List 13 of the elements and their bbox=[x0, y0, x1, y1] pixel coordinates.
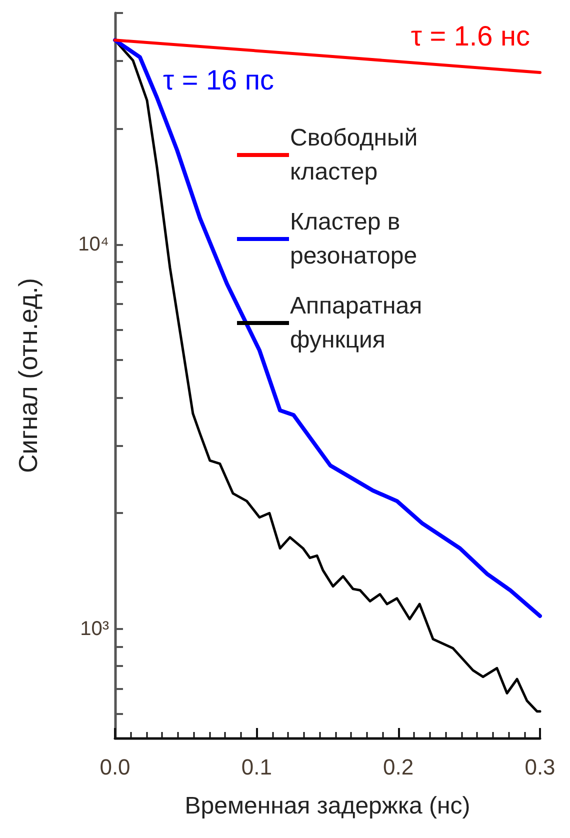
x-tick-label: 0.3 bbox=[524, 754, 556, 780]
x-axis-title: Временная задержка (нс) bbox=[184, 792, 470, 820]
y-tick-label: 10³ bbox=[80, 618, 110, 640]
legend-label: Аппаратная функция bbox=[290, 292, 422, 354]
legend-label: Кластер в резонаторе bbox=[290, 208, 418, 270]
y-tick-label: 10⁴ bbox=[78, 233, 109, 256]
legend-label: Свободный кластер bbox=[290, 124, 418, 186]
x-tick-label: 0.1 bbox=[241, 754, 272, 780]
y-axis-title: Сигнал (отн.ед.) bbox=[13, 278, 43, 473]
annotation: τ = 1.6 нс bbox=[410, 20, 530, 52]
x-tick-label: 0.0 bbox=[100, 754, 130, 780]
annotation: τ = 16 пс bbox=[163, 64, 274, 96]
x-tick-label: 0.2 bbox=[383, 754, 414, 780]
